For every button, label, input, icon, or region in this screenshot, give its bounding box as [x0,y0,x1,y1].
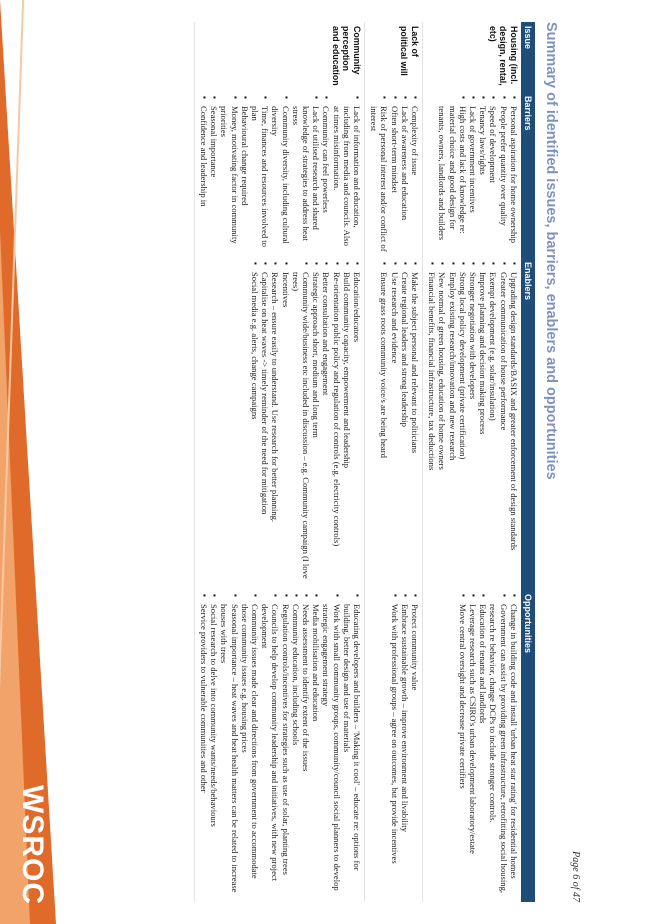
table-row: Housing (incl. design, rental, etc)Perso… [422,22,521,902]
barrier-item: Speed of development [488,106,498,254]
opportunitie-item: Embrace sustainable growth – improve env… [400,604,410,898]
barriers-list: Complexity of issueLack of awareness and… [369,96,420,254]
opportunitie-item: Leverage research such as CSIRO's urban … [468,604,478,898]
page-title: Summary of identified issues, barriers, … [543,22,559,480]
summary-table: Issue Barriers Enablers Opportunities Ho… [194,22,535,902]
enabler-item: Build community capacity, empowerment an… [342,272,352,586]
barriers-list: Personal aspiration for home ownershipPe… [437,96,519,254]
barrier-item: Lack of information and education, inclu… [331,106,362,254]
barrier-item: People prefer quantity over quality [498,106,509,254]
enabler-item: Greater communication of house performan… [498,272,509,586]
page-number: Page 6 of 47 [570,851,581,902]
opportunitie-item: Media mobilisation and education [311,604,321,898]
barrier-item: Lack of utilised research and shared kno… [291,106,321,254]
barriers-cell: Complexity of issueLack of awareness and… [364,92,423,258]
issue-cell: Housing (incl. design, rental, etc) [422,22,521,92]
enabler-item: New normal of green housing, education o… [437,272,447,586]
wsroc-logo: WSROC [8,785,56,908]
enablers-cell: Upgrading design standards/BASIX and gre… [422,258,521,590]
opportunitie-item: Educating developers and builders – 'Mak… [342,604,362,898]
header-issue: Issue [520,22,535,92]
enabler-item: Social media e.g. alerts, change campaig… [250,272,260,586]
enabler-item: Education/educators [352,272,362,586]
enabler-item: Capitalise on heat waves -> timely remin… [260,272,270,586]
opportunitie-item: Change in building code and install 'urb… [509,604,519,898]
issue-cell: Community perception and education [194,22,365,92]
barrier-item: Seasonal importance [209,106,219,254]
barrier-item: Behavioural change required [240,106,250,254]
barrier-item: Lack of awareness and education [400,106,410,254]
barrier-item: Community diversity, including cultural … [270,106,290,254]
opportunities-cell: Protect community valueEmbrace sustainab… [364,590,423,902]
barrier-item: Often short-term mindset [389,106,400,254]
opportunitie-item: Work with professional groups – agree on… [389,604,400,898]
table-row: Lack of political willComplexity of issu… [364,22,423,902]
enabler-item: Research – ensure easily to understand. … [270,272,280,586]
enabler-item: Re-orientation public policy and regulat… [331,272,342,586]
enabler-item: Use research and evidence [389,272,400,586]
enablers-list: Upgrading design standards/BASIX and gre… [427,262,519,586]
opportunitie-item: Work with small community groups, commun… [321,604,341,898]
opportunitie-item: Community issues made clear and directio… [240,604,260,898]
table-row: Community perception and education Lack o… [194,22,365,902]
opportunities-list: Change in building code and install 'urb… [458,594,519,898]
barriers-cell: Lack of information and education, inclu… [194,92,365,258]
logo-text: WSROC [16,785,49,905]
barrier-item: Lack of government incentives [468,106,478,254]
opportunities-cell: Educating developers and builders – 'Mak… [194,590,365,902]
enabler-item: Employ existing research/innovation and … [447,272,458,586]
enablers-list: Education/educatorsBuild community capac… [250,262,362,586]
light-orange-wedge-decoration [0,230,30,924]
enabler-item: Incentives [280,272,291,586]
enablers-cell: Education/educatorsBuild community capac… [194,258,365,590]
opportunitie-item: Regulation controls/incentives for strat… [280,604,291,898]
opportunitie-item: Education of tenants and landlords [478,604,488,898]
issue-cell: Lack of political will [364,22,423,92]
enabler-item: Exempt development (e.g. solar/insulatio… [488,272,498,586]
opportunitie-item: Move central oversight and decrease priv… [458,604,468,898]
rotated-content: Page 6 of 47 Summary of identified issue… [0,22,581,902]
table-header-row: Issue Barriers Enablers Opportunities [520,22,535,902]
header-opportunities: Opportunities [520,590,535,902]
opportunities-list: Educating developers and builders – 'Mak… [199,594,362,898]
barrier-item: Confidence and leadership in [199,106,209,254]
barrier-item: Tenancy laws/rights [478,106,488,254]
barriers-cell: Personal aspiration for home ownershipPe… [422,92,521,258]
enabler-item: Make the subject personal and relevant t… [410,272,420,586]
opportunitie-item: Government can assist by providing green… [488,604,508,898]
barrier-item: Personal aspiration for home ownership [509,106,519,254]
enabler-item: Stronger negotiation with developers [468,272,478,586]
enabler-item: Improve planning and decision making pro… [478,272,488,586]
table-body: Housing (incl. design, rental, etc)Perso… [194,22,521,902]
barriers-list: Lack of information and education, inclu… [199,96,362,254]
barrier-item: Complexity of issue [410,106,420,254]
header-enablers: Enablers [520,258,535,590]
opportunitie-item: Community education, including schools [291,604,301,898]
opportunities-list: Protect community valueEmbrace sustainab… [389,594,420,898]
header-barriers: Barriers [520,92,535,258]
opportunitie-item: Needs assessment to identify extent of t… [301,604,311,898]
enabler-item: Strong local policy development (private… [458,272,468,586]
enabler-item: Financial benefits, financial infrastruc… [427,272,437,586]
enabler-item: Upgrading design standards/BASIX and gre… [509,272,519,586]
opportunitie-item: Protect community value [410,604,420,898]
opportunitie-item: Service providers to vulnerable communit… [199,604,209,898]
enabler-item: Ensure grass roots community voice/s are… [379,272,389,586]
barrier-item: Money, motivating factor in community pr… [219,106,239,254]
enabler-item: Create regional leaders and strong leade… [400,272,410,586]
barrier-item: High costs and lack of knowledge re: mat… [437,106,467,254]
opportunitie-item: Social research to delve into community … [209,604,219,898]
barrier-item: Community can feel powerless [321,106,331,254]
opportunities-cell: Change in building code and install 'urb… [422,590,521,902]
enablers-cell: Make the subject personal and relevant t… [364,258,423,590]
enablers-list: Make the subject personal and relevant t… [379,262,420,586]
opportunitie-item: Councils to help develop community leade… [260,604,280,898]
barrier-item: Time, finances and resources involved to… [250,106,270,254]
enabler-item: Community wide/business etc included in … [291,272,311,586]
enabler-item: Better consultation and engagement [321,272,331,586]
opportunitie-item: Seasonal importance – heat waves and hea… [219,604,239,898]
barrier-item: Risk of personal interest and/or conflic… [369,106,389,254]
enabler-item: Strategic approach short, medium and lon… [311,272,321,586]
